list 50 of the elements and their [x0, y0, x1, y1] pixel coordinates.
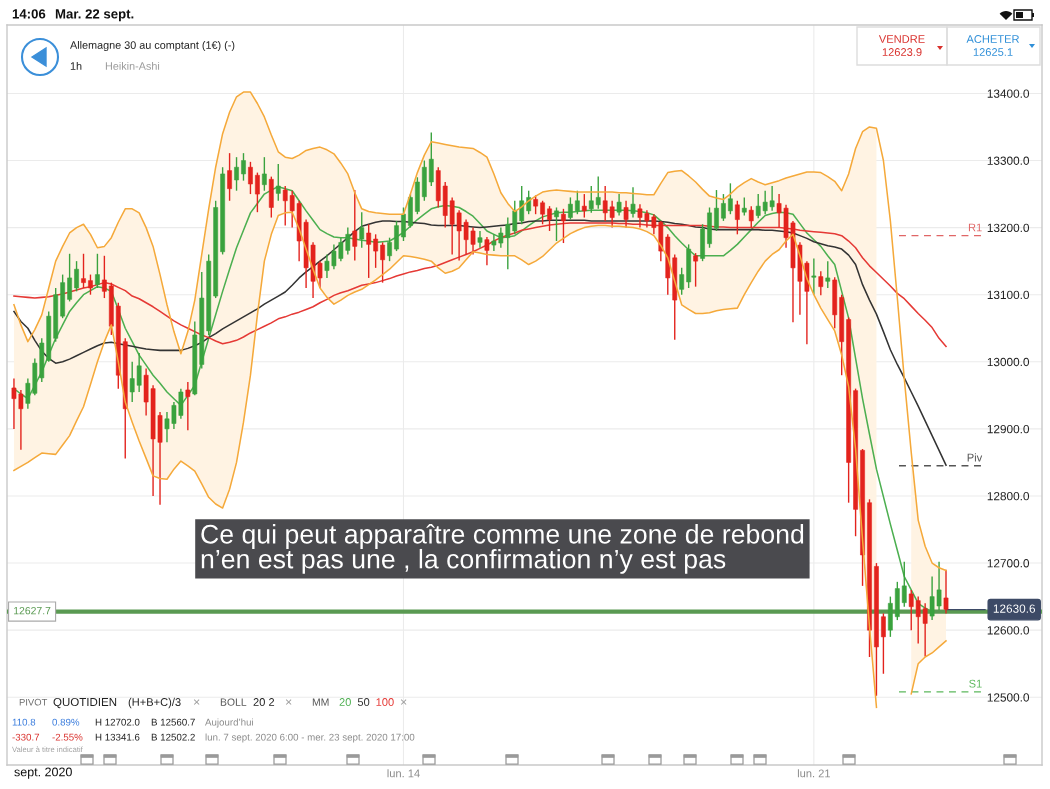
annotation: B 12502.2 [151, 733, 195, 741]
y-tick-label: 12600.0 [987, 626, 1030, 635]
ref-line-label: R1 [968, 223, 982, 232]
y-tick-label: 12900.0 [987, 424, 1030, 434]
annotation: BOLL [220, 698, 247, 706]
y-tick-label: 13100.0 [987, 290, 1030, 300]
annotation: B 12560.7 [151, 718, 195, 726]
text: 12625.1 [973, 48, 1013, 56]
annotation: QUOTIDIEN [53, 697, 117, 709]
annotation: × [193, 699, 200, 705]
text: 20 [339, 698, 351, 706]
annotation: MM [312, 698, 329, 706]
annotation: 12623.9 [882, 48, 922, 56]
annotation: H 13341.6 [95, 733, 140, 741]
ref-line-label: 12627.7 [14, 606, 51, 615]
y-tick-label: 13000.0 [987, 357, 1030, 367]
y-tick-label: 13400.0 [987, 89, 1030, 98]
annotation: -2.55% [52, 733, 83, 741]
annotation: VENDRE [878, 35, 925, 43]
annotation: 20 2 [253, 698, 275, 706]
text: 14:06 [12, 9, 46, 19]
text: 50 [357, 698, 370, 706]
y-tick-label: 12500.0 [987, 693, 1030, 702]
text: Mar. 22 sept. [55, 9, 134, 22]
annotation: Aujourd’hui [205, 718, 253, 728]
x-tick-label: lun. 21 [797, 769, 830, 778]
x-axis-title: sept. 2020 [14, 767, 72, 779]
text: 1h [70, 61, 82, 70]
text: 100 [376, 698, 394, 706]
annotation: × [285, 699, 292, 705]
y-tick-label: 13200.0 [987, 223, 1030, 232]
y-tick-label: 12800.0 [987, 492, 1030, 501]
ref-line-label: Piv [967, 453, 983, 462]
y-tick-label: 12700.0 [987, 559, 1030, 568]
text: Allemagne 30 au comptant (1€) (-) [70, 40, 235, 52]
y-tick-label: 13300.0 [987, 156, 1030, 165]
annotation: Ce qui peut apparaître comme une zone de rebond n’en est pas une , la confirmation n’y est pas [201, 524, 804, 574]
annotation: 110.8 [12, 718, 36, 726]
annotation: Heikin-Ashi [105, 61, 160, 70]
annotation: H 12702.0 [95, 718, 140, 726]
annotation: -330.7 [12, 733, 40, 741]
text: ACHETER [966, 35, 1020, 43]
annotation: PIVOT [19, 698, 48, 706]
ref-line-label: S1 [969, 679, 982, 688]
annotation: 0.89% [52, 718, 80, 726]
ref-line-label: 12630.6 [993, 604, 1036, 613]
x-tick-label: lun. 14 [387, 769, 420, 778]
annotation: × [400, 699, 407, 705]
annotation: (H+B+C)/3 [128, 697, 181, 709]
annotation: lun. 7 sept. 2020 6:00 - mer. 23 sept. 2020 17:00 [205, 733, 415, 743]
